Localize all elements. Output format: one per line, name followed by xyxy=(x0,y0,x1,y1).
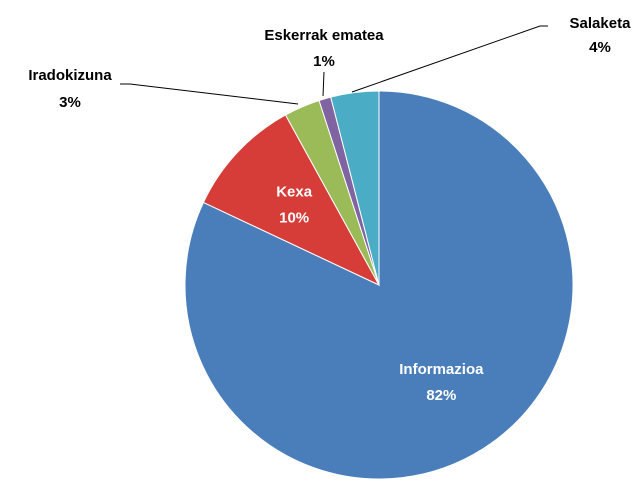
slice-value: 4% xyxy=(589,39,611,56)
slice-value: 82% xyxy=(426,387,456,404)
slice-value: 1% xyxy=(313,53,335,70)
slice-value: 3% xyxy=(59,94,81,111)
slice-label: Eskerrak ematea xyxy=(264,27,384,44)
leader-line xyxy=(120,83,299,105)
leader-line xyxy=(322,71,325,97)
slice-label: Salaketa xyxy=(570,15,632,32)
slice-value: 10% xyxy=(279,209,309,226)
slice-label: Informazioa xyxy=(399,361,484,378)
slice-label: Iradokizuna xyxy=(28,67,112,84)
leader-line xyxy=(351,25,548,93)
slice-label: Kexa xyxy=(276,183,313,200)
pie-slice xyxy=(202,114,381,287)
pie-slice xyxy=(330,90,380,286)
